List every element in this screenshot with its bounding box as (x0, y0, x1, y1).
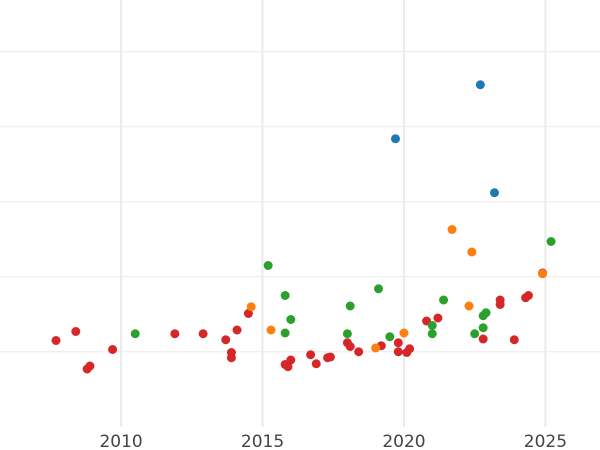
data-point (433, 313, 443, 323)
data-point (509, 335, 519, 345)
data-point (374, 284, 384, 294)
data-point (266, 325, 276, 335)
data-point (523, 291, 533, 300)
data-point (280, 291, 290, 300)
data-point (399, 328, 409, 338)
data-point (243, 309, 253, 318)
data-point (286, 315, 296, 324)
data-point (470, 329, 480, 339)
data-point (232, 325, 242, 335)
data-point (495, 295, 505, 305)
data-point (108, 345, 118, 354)
x-tick-labels: 2010 2015 2020 2025 (99, 432, 567, 450)
data-point (546, 237, 556, 246)
data-point (342, 329, 352, 339)
data-point (464, 301, 474, 311)
data-point (130, 329, 140, 339)
x-tick-label: 2025 (524, 432, 567, 450)
data-point (467, 247, 477, 257)
data-point (345, 342, 355, 351)
data-point (325, 352, 335, 362)
data-point (51, 336, 61, 345)
data-point (481, 308, 491, 318)
data-point (311, 359, 321, 369)
x-tick-label: 2020 (382, 432, 425, 450)
data-point (345, 301, 355, 311)
data-point (306, 350, 316, 360)
data-point (390, 134, 400, 144)
x-tick-label: 2010 (99, 432, 142, 450)
data-point (263, 261, 273, 270)
data-point (393, 347, 403, 357)
data-point (286, 355, 296, 365)
data-points (51, 80, 556, 374)
data-point (489, 188, 499, 198)
data-point (221, 335, 231, 345)
data-point (226, 353, 236, 363)
data-point (246, 302, 256, 312)
data-point (538, 269, 548, 279)
data-point (170, 329, 180, 339)
data-point (475, 80, 485, 90)
data-point (85, 361, 95, 371)
data-point (385, 332, 395, 342)
data-point (478, 323, 488, 333)
data-point (198, 329, 208, 339)
data-point (71, 327, 81, 336)
data-point (280, 328, 290, 338)
gridlines (0, 0, 600, 427)
data-point (439, 295, 449, 305)
x-tick-label: 2015 (241, 432, 284, 450)
data-point (354, 347, 364, 357)
data-point (447, 225, 457, 234)
data-point (402, 348, 412, 357)
data-point (478, 334, 488, 344)
data-point (393, 338, 403, 348)
data-point (427, 321, 437, 330)
data-point (283, 362, 293, 372)
data-point (427, 329, 437, 339)
data-point (371, 343, 381, 353)
